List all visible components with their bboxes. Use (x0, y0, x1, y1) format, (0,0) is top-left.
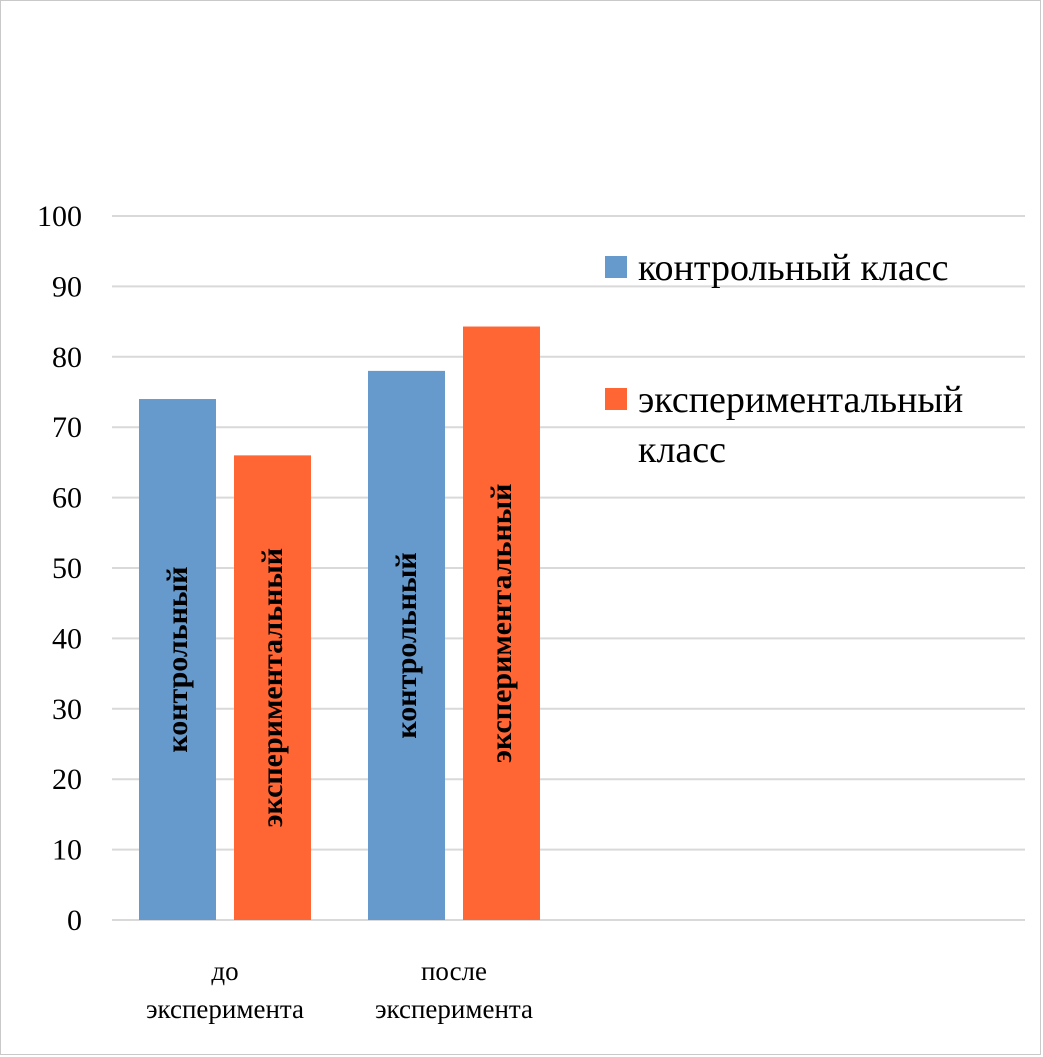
legend-swatch-experimental (605, 388, 627, 410)
y-tick-label-10: 10 (52, 834, 82, 867)
bar-label-experimental-1: экспериментальный (485, 484, 518, 763)
x-category-label-1-line-0: после (421, 956, 487, 986)
y-tick-label-90: 90 (52, 270, 82, 303)
y-tick-label-50: 50 (52, 552, 82, 585)
legend-label-control-line-0: контрольный класс (638, 247, 948, 289)
x-category-label-1-line-1: эксперимента (375, 994, 533, 1024)
legend-label-experimental-line-0: экспериментальный (638, 379, 963, 421)
bar-control-0 (139, 399, 216, 920)
bar-label-control-1: контрольный (390, 552, 423, 738)
y-tick-label-0: 0 (67, 904, 82, 937)
y-tick-label-40: 40 (52, 622, 82, 655)
legend-swatch-control (605, 256, 627, 278)
y-tick-label-20: 20 (52, 763, 82, 796)
y-tick-label-80: 80 (52, 341, 82, 374)
x-category-label-0-line-0: до (211, 956, 238, 986)
bar-control-1 (368, 370, 445, 920)
bar-experimental-0 (234, 455, 311, 920)
bar-label-control-0: контрольный (161, 566, 194, 752)
y-tick-label-30: 30 (52, 693, 82, 726)
bar-experimental-1 (463, 326, 540, 920)
x-category-label-0-line-1: эксперимента (146, 994, 304, 1024)
bar-label-experimental-0: экспериментальный (256, 548, 289, 827)
y-tick-label-100: 100 (37, 200, 82, 233)
y-tick-label-60: 60 (52, 482, 82, 515)
legend-label-experimental-line-1: класс (638, 429, 726, 471)
y-tick-label-70: 70 (52, 411, 82, 444)
